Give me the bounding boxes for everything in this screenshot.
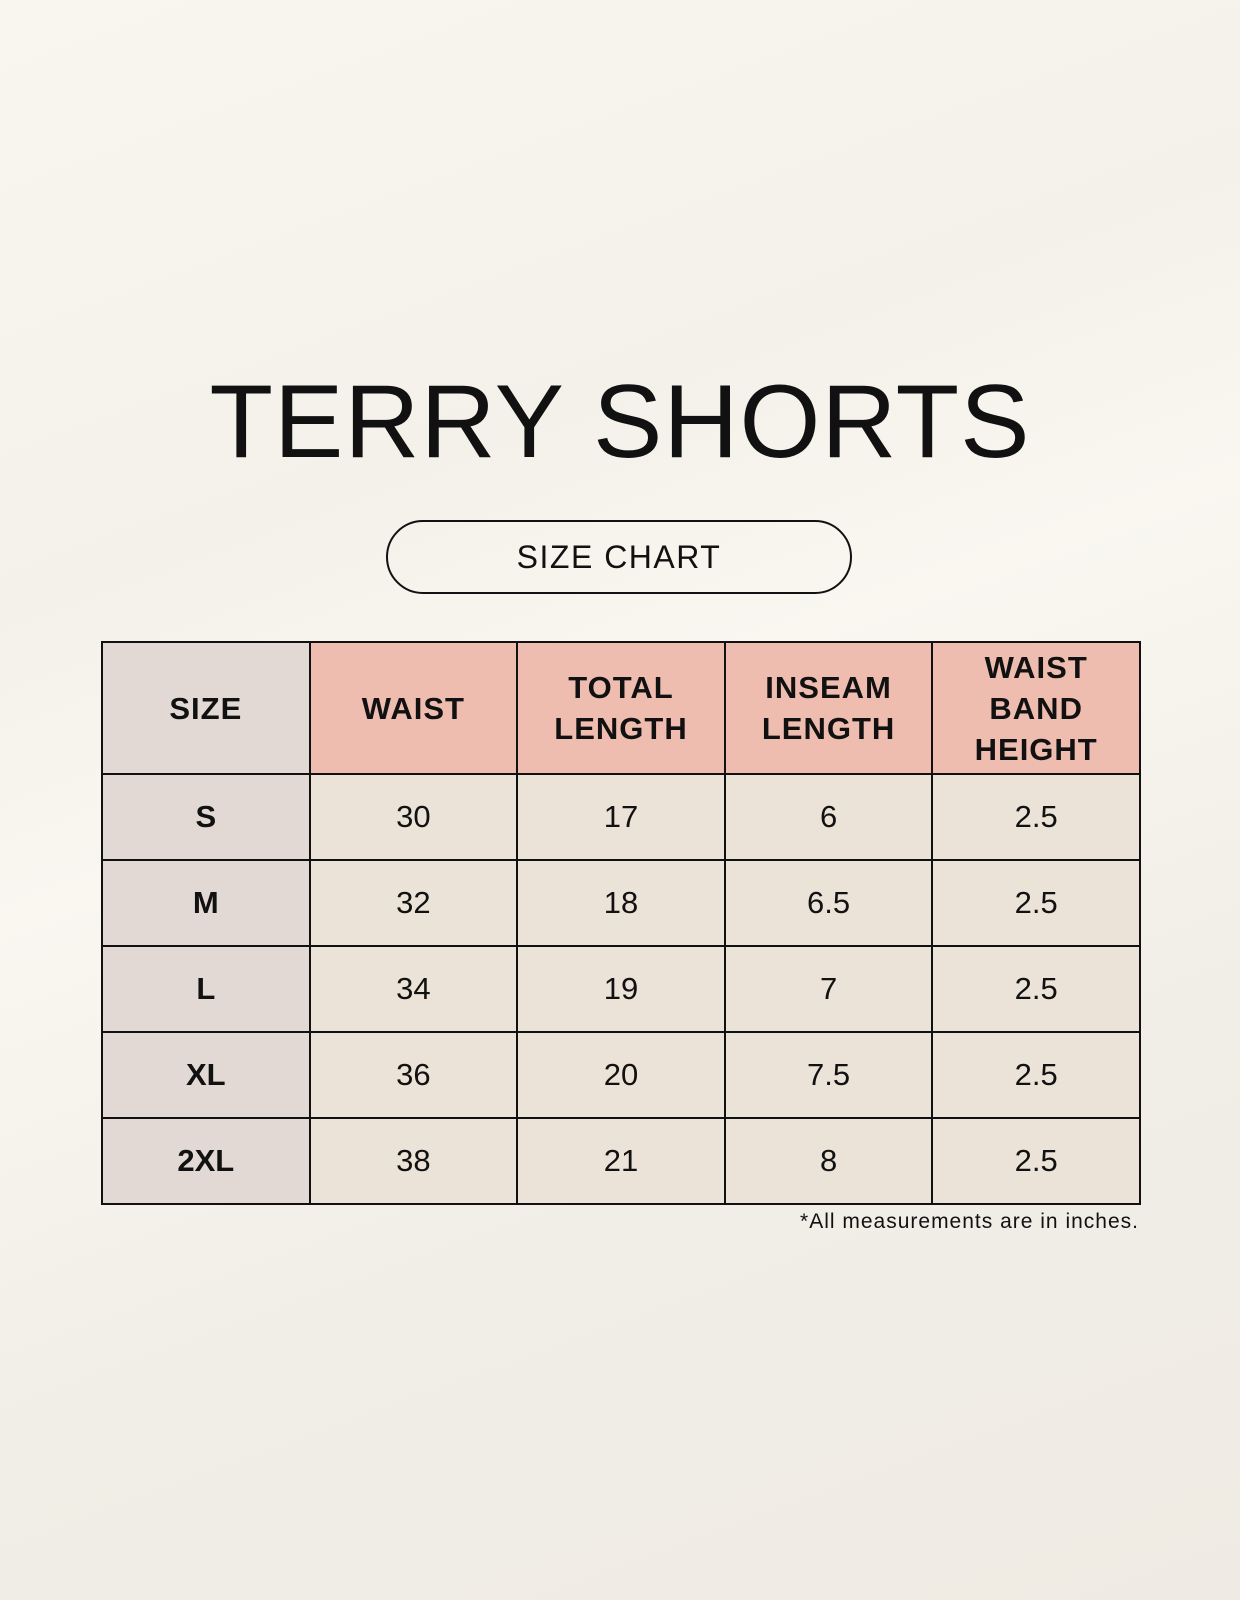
measurement-cell: 18 — [516, 859, 726, 947]
size-cell: S — [101, 773, 311, 861]
measurement-cell: 7 — [723, 945, 934, 1033]
measurement-cell: 2.5 — [931, 945, 1141, 1033]
size-cell: L — [101, 945, 311, 1033]
measurement-cell: 38 — [308, 1117, 519, 1205]
measurement-cell: 32 — [308, 859, 519, 947]
table-row: XL 36 20 7.5 2.5 — [101, 1031, 1141, 1119]
measurement-cell: 30 — [308, 773, 519, 861]
size-cell: XL — [101, 1031, 311, 1119]
measurement-cell: 6 — [723, 773, 934, 861]
measurement-cell: 2.5 — [931, 859, 1141, 947]
header-waist: WAIST — [308, 641, 519, 775]
measurement-cell: 19 — [516, 945, 726, 1033]
table-row: L 34 19 7 2.5 — [101, 945, 1141, 1033]
measurement-cell: 34 — [308, 945, 519, 1033]
measurement-cell: 2.5 — [931, 1031, 1141, 1119]
header-total-length: TOTAL LENGTH — [516, 641, 726, 775]
table-row: 2XL 38 21 8 2.5 — [101, 1117, 1141, 1205]
measurement-cell: 36 — [308, 1031, 519, 1119]
header-waist-band-height: WAIST BAND HEIGHT — [931, 641, 1141, 775]
measurement-cell: 2.5 — [931, 773, 1141, 861]
measurement-cell: 7.5 — [723, 1031, 934, 1119]
table-header-row: SIZE WAIST TOTAL LENGTH INSEAM LENGTH WA… — [101, 641, 1141, 775]
footnote: *All measurements are in inches. — [800, 1210, 1139, 1233]
measurement-cell: 2.5 — [931, 1117, 1141, 1205]
measurement-cell: 20 — [516, 1031, 726, 1119]
size-chart-label: SIZE CHART — [386, 520, 852, 594]
measurement-cell: 8 — [723, 1117, 934, 1205]
table-row: S 30 17 6 2.5 — [101, 773, 1141, 861]
page-title: TERRY SHORTS — [209, 364, 1031, 480]
size-cell: M — [101, 859, 311, 947]
header-inseam-length: INSEAM LENGTH — [723, 641, 934, 775]
table-row: M 32 18 6.5 2.5 — [101, 859, 1141, 947]
size-chart-table: SIZE WAIST TOTAL LENGTH INSEAM LENGTH WA… — [101, 641, 1141, 1205]
measurement-cell: 6.5 — [723, 859, 934, 947]
measurement-cell: 17 — [516, 773, 726, 861]
measurement-cell: 21 — [516, 1117, 726, 1205]
header-size: SIZE — [101, 641, 311, 775]
size-cell: 2XL — [101, 1117, 311, 1205]
